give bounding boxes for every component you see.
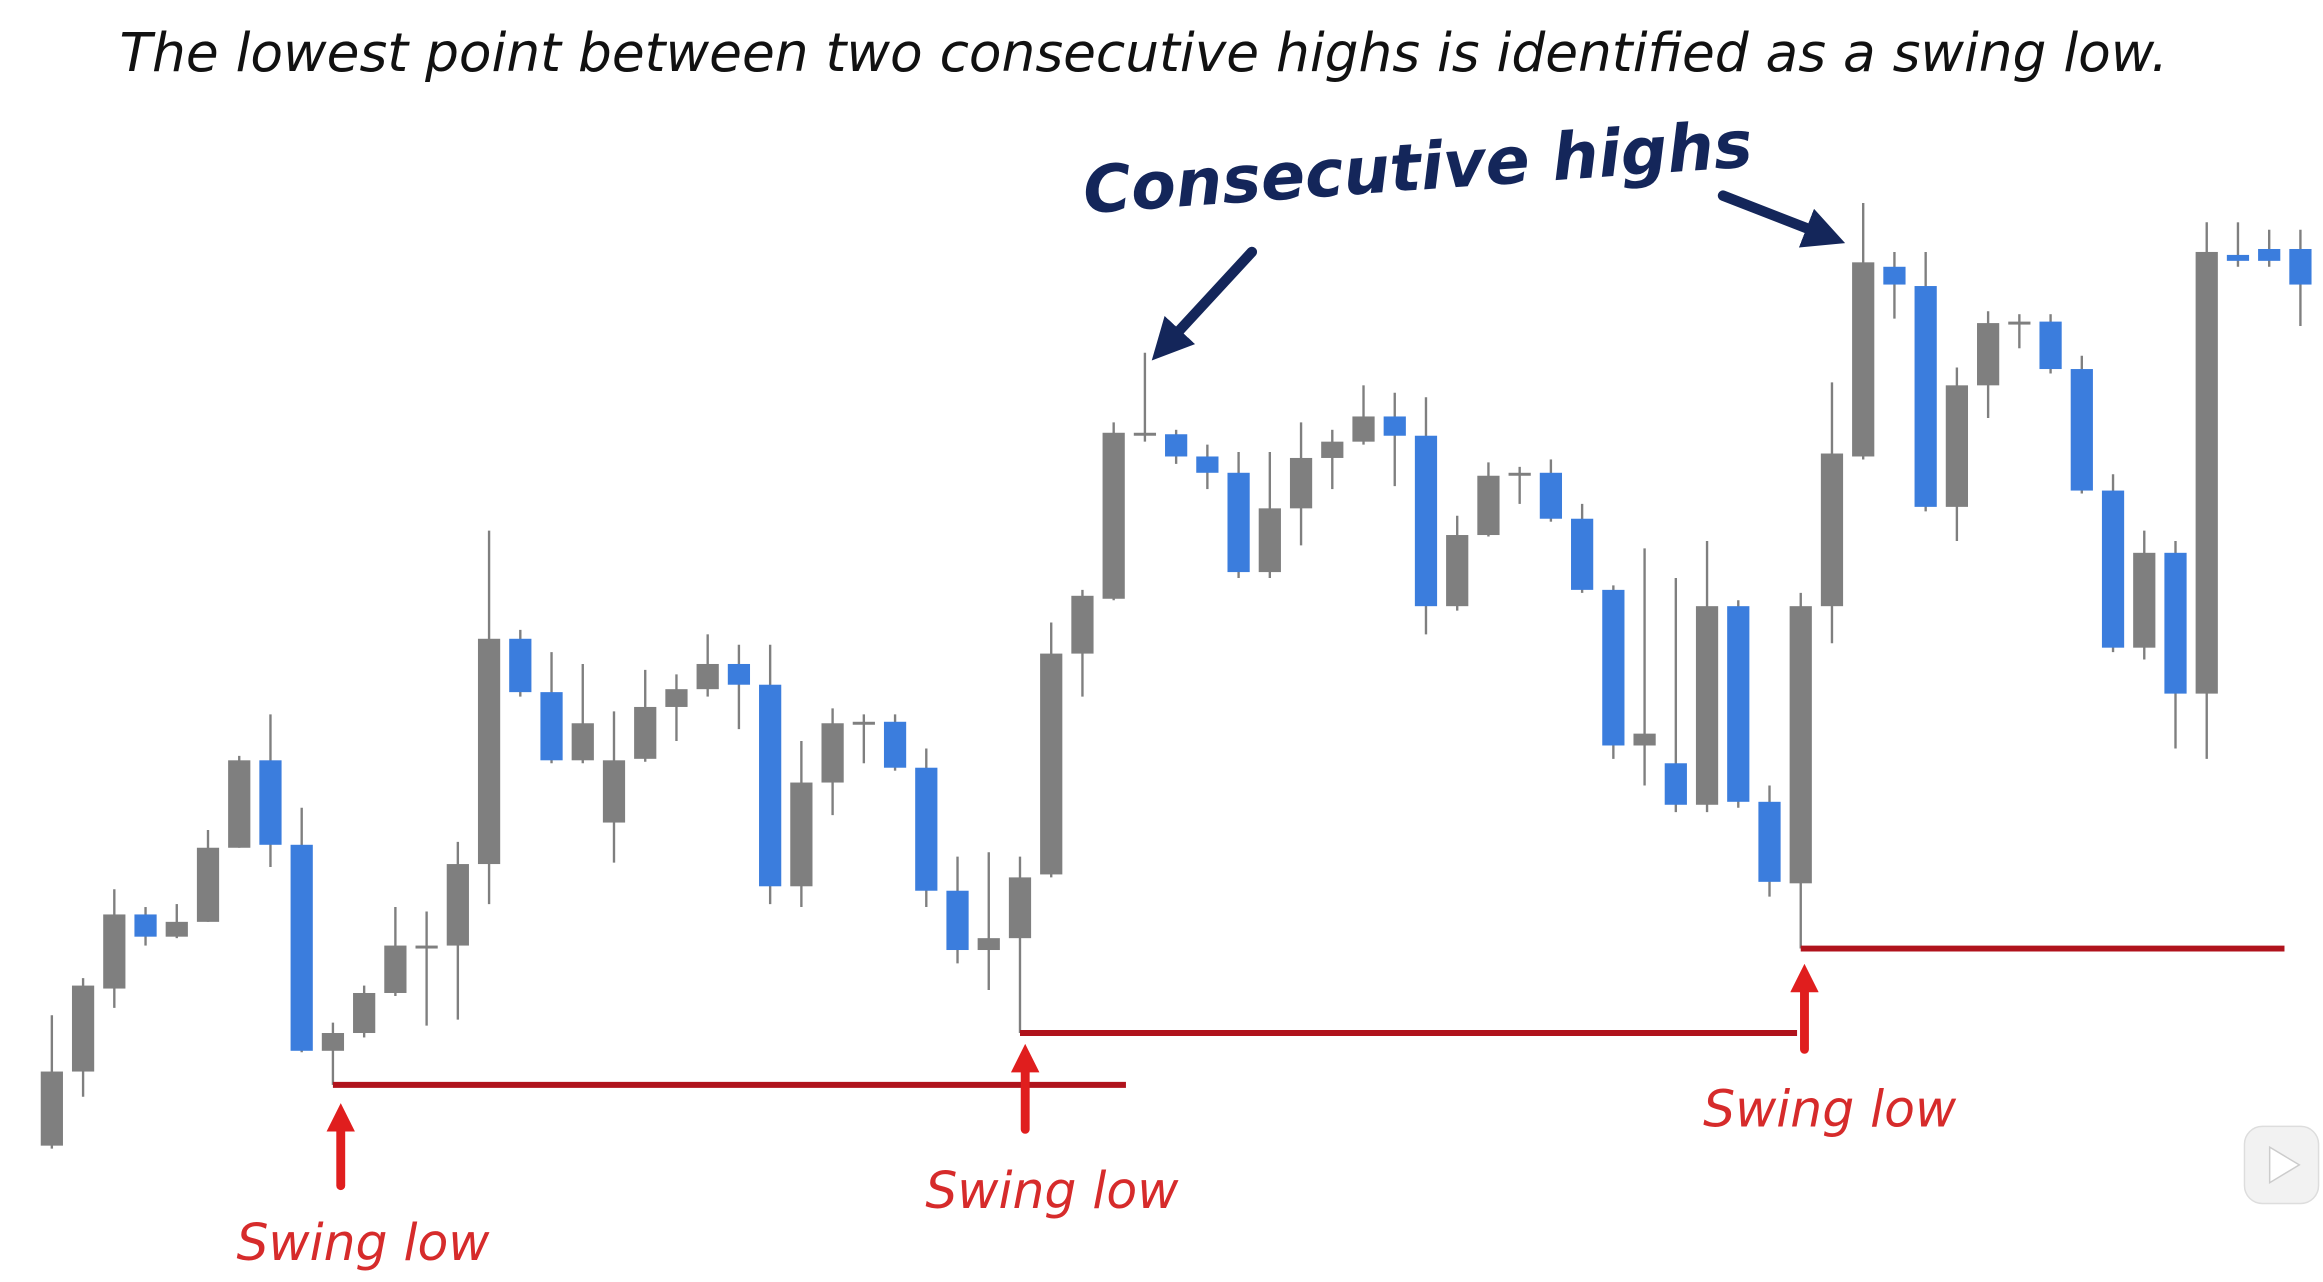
- candle-body: [2070, 369, 2093, 491]
- candle-body: [602, 760, 626, 823]
- candle-body: [1633, 733, 1656, 746]
- candle-body: [1258, 508, 1281, 573]
- candle-body: [1352, 416, 1375, 442]
- candle-body: [1602, 589, 1625, 746]
- candle-body: [727, 663, 751, 685]
- highs-arrow: [1151, 246, 1258, 361]
- candle-body: [384, 945, 407, 993]
- candle-body: [790, 782, 813, 887]
- candle-body: [1727, 606, 1750, 802]
- candle-body: [2226, 254, 2250, 261]
- candle-body: [1571, 518, 1594, 590]
- candle-body: [1414, 435, 1438, 607]
- candle-body: [477, 638, 501, 865]
- candle-body: [415, 945, 438, 949]
- candle-body: [977, 938, 1000, 951]
- candle-body: [196, 847, 220, 922]
- candle-body: [509, 638, 532, 693]
- candle-body: [1508, 472, 1531, 476]
- candle-body: [2195, 251, 2218, 694]
- highs-label: Consecutive highs: [1081, 106, 1755, 229]
- candle-body: [1477, 475, 1500, 536]
- candle-body: [2133, 552, 2156, 648]
- candle-body: [2039, 321, 2062, 370]
- candle-body: [2164, 552, 2187, 694]
- candle-body: [103, 914, 126, 989]
- candles: [40, 203, 2312, 1149]
- candle-body: [1040, 653, 1063, 875]
- candle-body: [165, 921, 188, 937]
- candle-body: [40, 1071, 63, 1146]
- chart-title: The lowest point between two consecutive…: [119, 21, 2167, 84]
- candle-body: [446, 864, 469, 946]
- candle-body: [915, 767, 938, 891]
- candle-body: [353, 992, 376, 1034]
- play-icon: [2268, 1145, 2301, 1185]
- candle-body: [1196, 456, 1219, 473]
- candle-body: [1539, 472, 1563, 519]
- candle-body: [946, 890, 969, 951]
- candle-body: [1664, 763, 1687, 805]
- candle-body: [1321, 441, 1344, 458]
- candle-body: [665, 689, 688, 707]
- candle-body: [1227, 472, 1250, 573]
- candle-body: [1102, 432, 1125, 599]
- candle-body: [1165, 434, 1188, 457]
- candle-body: [2289, 248, 2312, 285]
- swing-low-label: Swing low: [236, 1213, 490, 1272]
- candle-body: [2258, 248, 2281, 261]
- candle-body: [259, 760, 282, 845]
- candle-body: [1289, 457, 1313, 509]
- candle-body: [634, 706, 657, 759]
- candle-body: [883, 721, 907, 768]
- candle-body: [1446, 535, 1469, 607]
- candle-body: [1914, 286, 1937, 507]
- highs-arrow: [1717, 190, 1846, 248]
- candle-body: [321, 1033, 345, 1051]
- candle-body: [1883, 266, 1906, 285]
- candle-body: [1008, 877, 1032, 939]
- candle-body: [571, 723, 594, 761]
- candle-body: [1695, 606, 1719, 805]
- candle-body: [696, 663, 719, 690]
- candle-body: [1789, 606, 1812, 884]
- candle-body: [852, 721, 875, 725]
- candle-body: [71, 985, 95, 1072]
- candle-body: [1758, 801, 1781, 882]
- candle-body: [1852, 262, 1875, 457]
- candle-body: [2008, 321, 2031, 325]
- candle-body: [2101, 490, 2125, 648]
- candle-body: [821, 723, 844, 783]
- candle-body: [1133, 432, 1157, 436]
- candle-body: [1071, 595, 1094, 654]
- candle-body: [290, 844, 313, 1051]
- candle-body: [134, 914, 157, 937]
- candle-body: [759, 684, 782, 887]
- candle-body: [1945, 385, 1969, 507]
- candle-body: [1383, 416, 1406, 436]
- candle-body: [1977, 323, 2000, 386]
- candle-body: [540, 692, 563, 761]
- candle-body: [228, 760, 251, 848]
- candle-body: [1820, 453, 1844, 607]
- swing-low-label: Swing low: [925, 1161, 1179, 1220]
- swing-levels: [332, 945, 2285, 1088]
- swing-low-label: Swing low: [1703, 1079, 1957, 1138]
